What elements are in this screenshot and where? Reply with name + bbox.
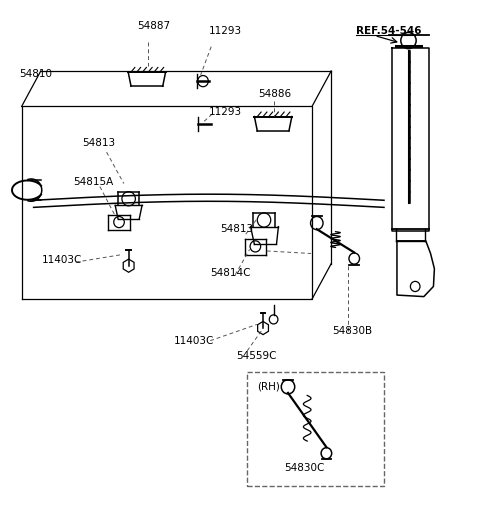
Text: 54814C: 54814C xyxy=(210,268,251,278)
Circle shape xyxy=(321,448,332,459)
Text: 54886: 54886 xyxy=(258,89,291,99)
Text: 54559C: 54559C xyxy=(236,351,276,361)
Text: 54810: 54810 xyxy=(19,68,52,79)
Text: 11403C: 11403C xyxy=(174,336,214,346)
Circle shape xyxy=(311,216,323,230)
Circle shape xyxy=(281,380,295,394)
Text: 11403C: 11403C xyxy=(42,255,83,265)
Text: 54813: 54813 xyxy=(220,224,253,234)
Text: REF.54-546: REF.54-546 xyxy=(356,26,421,37)
Text: 54887: 54887 xyxy=(137,21,170,31)
Text: 54815A: 54815A xyxy=(73,176,113,187)
Circle shape xyxy=(349,253,360,264)
Text: 54830C: 54830C xyxy=(284,463,324,474)
Text: (RH): (RH) xyxy=(257,381,280,391)
Text: 11293: 11293 xyxy=(209,106,242,117)
Text: 54830B: 54830B xyxy=(332,325,372,336)
Text: 54813: 54813 xyxy=(83,138,116,148)
Text: 11293: 11293 xyxy=(209,26,242,37)
